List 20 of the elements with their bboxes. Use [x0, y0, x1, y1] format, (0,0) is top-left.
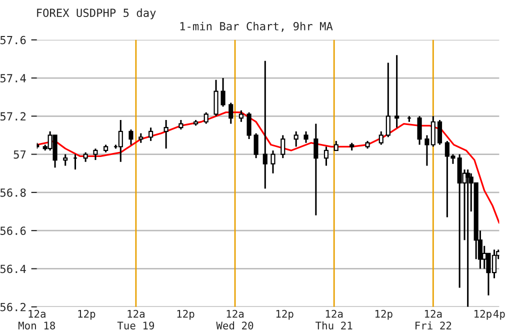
y-tick-label: 56.2 [0, 302, 26, 312]
chart-subtitle: 1-min Bar Chart, 9hr MA [180, 22, 333, 32]
y-tick-label: 57.6 [0, 36, 26, 44]
y-tick-label: 56.4 [0, 264, 26, 274]
x-tick-label: 12p [474, 310, 492, 320]
x-tick-label: 12a Thu 21 [316, 310, 352, 330]
x-tick-label: 12p [78, 310, 96, 320]
y-tick-label: 57.2 [0, 112, 26, 121]
y-tick-label: 57 [14, 150, 26, 159]
x-tick-label: 4p [493, 310, 505, 320]
y-tick-label: 56.8 [0, 188, 26, 197]
x-tick-label: 12a Wed 20 [216, 310, 254, 330]
x-tick-label: 12p [375, 310, 392, 320]
x-tick-label: 12a Tue 19 [117, 310, 154, 330]
x-tick-label: 12a Fri 22 [416, 310, 452, 330]
x-tick-label: 12p [276, 310, 294, 320]
chart-title: FOREX USDPHP 5 day [37, 8, 156, 20]
y-tick-label: 56.6 [0, 226, 26, 235]
x-tick-label: 12p [177, 310, 194, 320]
y-tick-label: 57.4 [0, 74, 26, 82]
